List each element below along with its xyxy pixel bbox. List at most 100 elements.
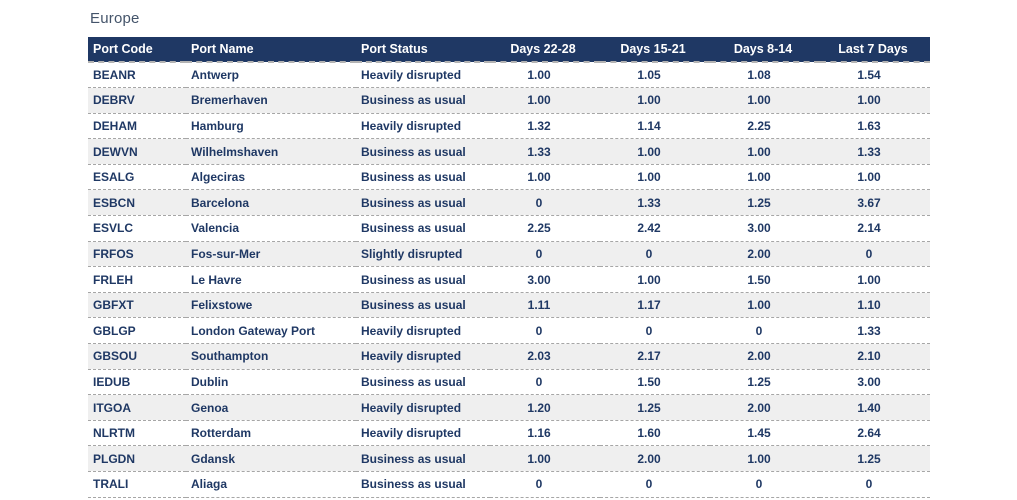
port-code-cell: ESBCN — [88, 189, 186, 217]
table-row-iedub: IEDUB Dublin Business as usual 0 1.50 1.25 3.0… — [88, 369, 930, 396]
days-8-14-cell: 3.00 — [710, 215, 820, 242]
table-row-frfos: FRFOS Fos-sur-Mer Slightly disrupted 0 0 2.00… — [88, 241, 930, 268]
days-22-28-cell: 3.00 — [490, 266, 600, 293]
days-8-14-cell: 1.00 — [710, 87, 820, 114]
days-8-14-cell: 0 — [710, 317, 820, 345]
table-row-gbsou: GBSOU Southampton Heavily disrupted 2.03 2.1… — [88, 343, 930, 370]
last-7-days-cell: 1.00 — [820, 87, 930, 114]
port-status-cell: Business as usual — [356, 445, 490, 472]
port-status-cell: Business as usual — [356, 164, 490, 191]
port-name-cell: Valencia — [186, 215, 356, 242]
last-7-days-cell: 2.64 — [820, 420, 930, 447]
days-22-28-cell: 1.00 — [490, 164, 600, 191]
port-code-cell: NLRTM — [88, 420, 186, 447]
port-name-cell: Antwerp — [186, 62, 356, 89]
port-code-cell: ESALG — [88, 164, 186, 191]
table-row-debrv: DEBRV Bremerhaven Business as usual 1.00 1.0… — [88, 87, 930, 114]
days-8-14-cell: 1.08 — [710, 62, 820, 89]
table-row-esbcn: ESBCN Barcelona Business as usual 0 1.33 1.25… — [88, 189, 930, 217]
port-code-cell: ESVLC — [88, 215, 186, 242]
port-status-cell: Business as usual — [356, 87, 490, 114]
days-22-28-cell: 1.32 — [490, 113, 600, 140]
days-22-28-cell: 0 — [490, 241, 600, 268]
days-22-28-cell: 1.16 — [490, 420, 600, 447]
port-code-cell: ITGOA — [88, 394, 186, 421]
days-15-21-cell: 2.00 — [600, 445, 710, 472]
port-name-cell: Aliaga — [186, 471, 356, 498]
days-22-28-cell: 2.03 — [490, 343, 600, 370]
days-8-14-cell: 1.45 — [710, 420, 820, 447]
port-code-cell: FRLEH — [88, 266, 186, 293]
last-7-days-cell: 3.00 — [820, 369, 930, 396]
days-15-21-cell: 1.60 — [600, 420, 710, 447]
port-status-cell: Business as usual — [356, 189, 490, 217]
days-8-14-cell: 1.50 — [710, 266, 820, 293]
days-15-21-cell: 1.00 — [600, 87, 710, 114]
days-22-28-cell: 1.11 — [490, 292, 600, 319]
last-7-days-cell: 1.10 — [820, 292, 930, 319]
table-row-dewvn: DEWVN Wilhelmshaven Business as usual 1.33 1… — [88, 138, 930, 165]
days-15-21-cell: 0 — [600, 317, 710, 345]
days-22-28-cell: 2.25 — [490, 215, 600, 242]
days-8-14-cell: 1.25 — [710, 369, 820, 396]
last-7-days-cell: 1.63 — [820, 113, 930, 140]
port-status-cell: Heavily disrupted — [356, 343, 490, 370]
last-7-days-cell: 2.10 — [820, 343, 930, 370]
last-7-days-cell: 3.67 — [820, 189, 930, 217]
table-row-itgoa: ITGOA Genoa Heavily disrupted 1.20 1.25 2.00 1… — [88, 394, 930, 421]
table-row-esalg: ESALG Algeciras Business as usual 1.00 1.00 1… — [88, 164, 930, 191]
table-row-plgdn: PLGDN Gdansk Business as usual 1.00 2.00 1.00… — [88, 445, 930, 472]
port-status-cell: Heavily disrupted — [356, 420, 490, 447]
days-22-28-cell: 1.33 — [490, 138, 600, 165]
port-status-cell: Heavily disrupted — [356, 394, 490, 421]
last-7-days-cell: 0 — [820, 471, 930, 498]
days-22-28-cell: 1.20 — [490, 394, 600, 421]
days-22-28-cell: 0 — [490, 471, 600, 498]
port-name-cell: Fos-sur-Mer — [186, 241, 356, 268]
days-22-28-cell: 1.00 — [490, 87, 600, 114]
days-8-14-cell: 2.00 — [710, 343, 820, 370]
last-7-days-cell: 1.33 — [820, 317, 930, 345]
port-status-cell: Heavily disrupted — [356, 62, 490, 89]
port-code-cell: DEBRV — [88, 87, 186, 114]
port-status-cell: Business as usual — [356, 471, 490, 498]
port-code-cell: DEWVN — [88, 138, 186, 165]
days-8-14-cell: 1.25 — [710, 189, 820, 217]
port-name-cell: Genoa — [186, 394, 356, 421]
days-22-28-cell: 1.00 — [490, 62, 600, 89]
port-code-cell: GBSOU — [88, 343, 186, 370]
days-8-14-cell: 1.00 — [710, 138, 820, 165]
days-22-28-cell: 0 — [490, 189, 600, 217]
last-7-days-cell: 1.33 — [820, 138, 930, 165]
port-status-cell: Business as usual — [356, 215, 490, 242]
days-8-14-cell: 1.00 — [710, 445, 820, 472]
port-name-cell: Southampton — [186, 343, 356, 370]
column-header-last-7-days: Last 7 Days — [820, 37, 930, 63]
days-15-21-cell: 2.17 — [600, 343, 710, 370]
days-15-21-cell: 2.42 — [600, 215, 710, 242]
column-header-port-code: Port Code — [88, 37, 186, 63]
port-name-cell: Felixstowe — [186, 292, 356, 319]
port-name-cell: Wilhelmshaven — [186, 138, 356, 165]
days-15-21-cell: 1.50 — [600, 369, 710, 396]
days-15-21-cell: 1.17 — [600, 292, 710, 319]
port-name-cell: Barcelona — [186, 189, 356, 217]
port-name-cell: Gdansk — [186, 445, 356, 472]
days-15-21-cell: 1.00 — [600, 164, 710, 191]
days-8-14-cell: 1.00 — [710, 164, 820, 191]
port-status-cell: Business as usual — [356, 292, 490, 319]
europe-port-table-panel: Europe Port Code Port Name Port Status Days… — [88, 6, 930, 498]
port-name-cell: London Gateway Port — [186, 317, 356, 345]
days-22-28-cell: 0 — [490, 317, 600, 345]
port-status-table: Port Code Port Name Port Status Days 22-28 D… — [88, 37, 930, 498]
port-name-cell: Algeciras — [186, 164, 356, 191]
column-header-days-15-21: Days 15-21 — [600, 37, 710, 63]
table-row-gblgp: GBLGP London Gateway Port Heavily disrupte… — [88, 317, 930, 345]
days-8-14-cell: 1.00 — [710, 292, 820, 319]
port-name-cell: Hamburg — [186, 113, 356, 140]
last-7-days-cell: 0 — [820, 241, 930, 268]
table-row-gbfxt: GBFXT Felixstowe Business as usual 1.11 1.17… — [88, 292, 930, 319]
last-7-days-cell: 2.14 — [820, 215, 930, 242]
days-15-21-cell: 1.25 — [600, 394, 710, 421]
port-status-cell: Business as usual — [356, 266, 490, 293]
